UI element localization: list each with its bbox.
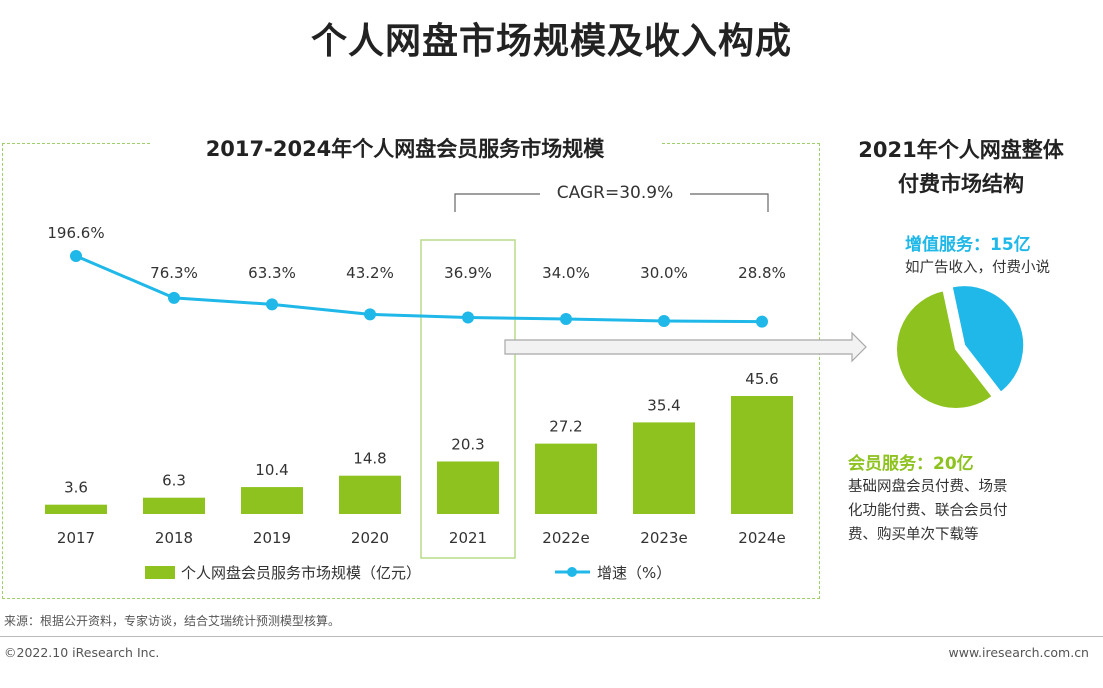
category-label: 2018 xyxy=(155,529,193,547)
bar-2021 xyxy=(437,461,499,514)
bar-2022e xyxy=(535,443,597,514)
bar-2020 xyxy=(339,475,401,514)
member-desc-line2: 化功能付费、联合会员付 xyxy=(848,503,1008,519)
growth-point-2023e xyxy=(658,315,670,327)
footer-divider xyxy=(0,636,1103,637)
page-title: 个人网盘市场规模及收入构成 xyxy=(310,21,792,62)
growth-point-2019 xyxy=(266,298,278,311)
legend-bar-label: 个人网盘会员服务市场规模（亿元） xyxy=(181,564,421,582)
growth-rate-line xyxy=(75,254,763,324)
bar-value-label: 27.2 xyxy=(549,418,582,436)
pie-title-line1: 2021年个人网盘整体 xyxy=(858,138,1064,162)
bar-2018 xyxy=(143,497,205,514)
bar-chart-title: 2017-2024年个人网盘会员服务市场规模 xyxy=(150,130,660,166)
growth-point-2020 xyxy=(364,308,376,321)
member-desc-line1: 基础网盘会员付费、场景 xyxy=(848,479,1008,495)
pie-chart-title: 2021年个人网盘整体 付费市场结构 xyxy=(826,133,1096,201)
pie-slice-value-added xyxy=(950,284,1026,395)
pie-title-line2: 付费市场结构 xyxy=(898,172,1024,196)
category-label: 2017 xyxy=(57,529,95,547)
legend-bar-swatch xyxy=(145,566,175,579)
bar-2019 xyxy=(241,487,303,514)
growth-label: 28.8% xyxy=(738,264,786,282)
website-link[interactable]: www.iresearch.com.cn xyxy=(948,645,1090,660)
growth-label: 63.3% xyxy=(248,264,296,282)
growth-label: 36.9% xyxy=(444,264,492,282)
growth-label: 196.6% xyxy=(47,224,104,242)
bar-value-label: 10.4 xyxy=(255,461,288,479)
value-added-heading: 增值服务：15亿 xyxy=(905,235,1031,255)
bar-2024e xyxy=(731,396,793,514)
member-desc-line3: 费、购买单次下载等 xyxy=(848,527,979,543)
category-label: 2019 xyxy=(253,529,291,547)
source-note: 来源：根据公开资料，专家访谈，结合艾瑞统计预测模型核算。 xyxy=(4,614,341,628)
legend-line-marker xyxy=(567,567,577,577)
bar-value-label: 20.3 xyxy=(451,435,484,453)
growth-point-2021 xyxy=(462,311,474,324)
category-label: 2023e xyxy=(640,529,687,547)
growth-point-2017 xyxy=(70,250,82,262)
cagr-label-bg xyxy=(540,180,690,206)
bar-value-label: 3.6 xyxy=(64,479,88,497)
trend-arrow xyxy=(504,331,867,363)
highlight-box xyxy=(420,239,516,559)
bar-value-label: 6.3 xyxy=(162,472,186,490)
growth-point-2022e xyxy=(560,313,572,325)
growth-point-2024e xyxy=(756,315,768,328)
legend-line-label: 增速（%） xyxy=(597,564,671,582)
copyright: ©2022.10 iResearch Inc. xyxy=(4,645,160,660)
category-label: 2024e xyxy=(738,529,785,547)
member-service-heading: 会员服务：20亿 xyxy=(848,454,974,474)
pie-slice-member-service xyxy=(895,289,995,410)
value-added-description: 如广告收入，付费小说 xyxy=(905,260,1050,276)
growth-point-2018 xyxy=(168,291,180,304)
member-service-description: 基础网盘会员付费、场景 化功能付费、联合会员付 费、购买单次下载等 xyxy=(848,475,1008,547)
growth-label: 76.3% xyxy=(150,264,198,282)
category-label: 2021 xyxy=(449,529,487,547)
bar-value-label: 14.8 xyxy=(353,450,386,468)
bar-2023e xyxy=(633,422,695,514)
growth-label: 30.0% xyxy=(640,264,688,282)
category-label: 2022e xyxy=(542,529,589,547)
growth-label: 34.0% xyxy=(542,264,590,282)
category-label: 2020 xyxy=(351,529,389,547)
growth-label: 43.2% xyxy=(346,264,394,282)
cagr-label: CAGR=30.9% xyxy=(557,183,673,203)
bar-value-label: 35.4 xyxy=(647,396,680,414)
bar-2017 xyxy=(45,504,107,514)
bar-value-label: 45.6 xyxy=(745,370,778,388)
